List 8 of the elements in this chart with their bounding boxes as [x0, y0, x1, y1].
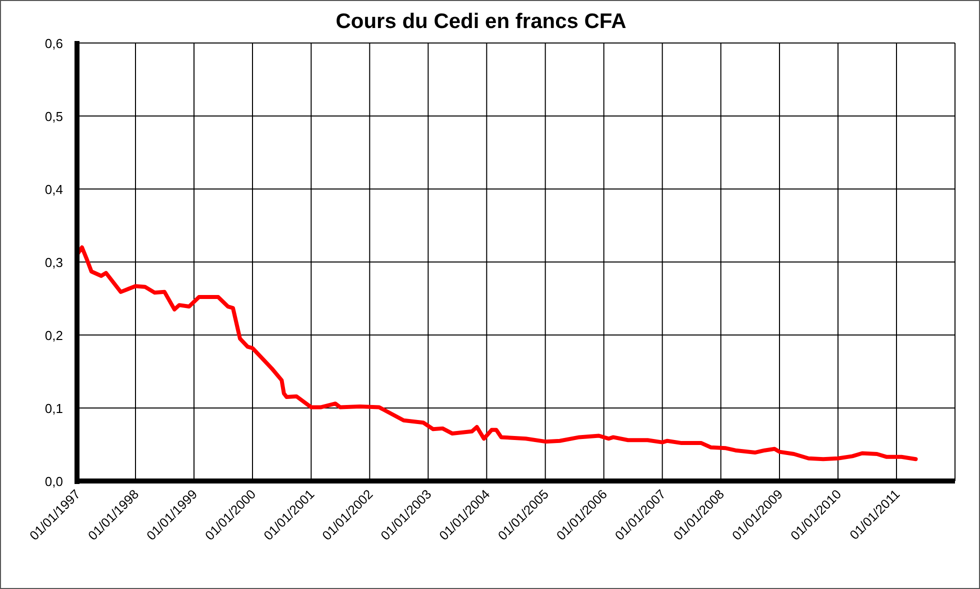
y-tick-label: 0,1	[44, 401, 63, 416]
chart-title: Cours du Cedi en francs CFA	[336, 10, 626, 33]
y-tick-label: 0,2	[44, 328, 63, 343]
y-tick-label: 0,3	[44, 255, 63, 270]
y-tick-label: 0,4	[44, 182, 63, 197]
y-tick-label: 0,5	[44, 109, 63, 124]
y-tick-label: 0,0	[44, 474, 63, 489]
y-tick-label: 0,6	[44, 36, 63, 51]
